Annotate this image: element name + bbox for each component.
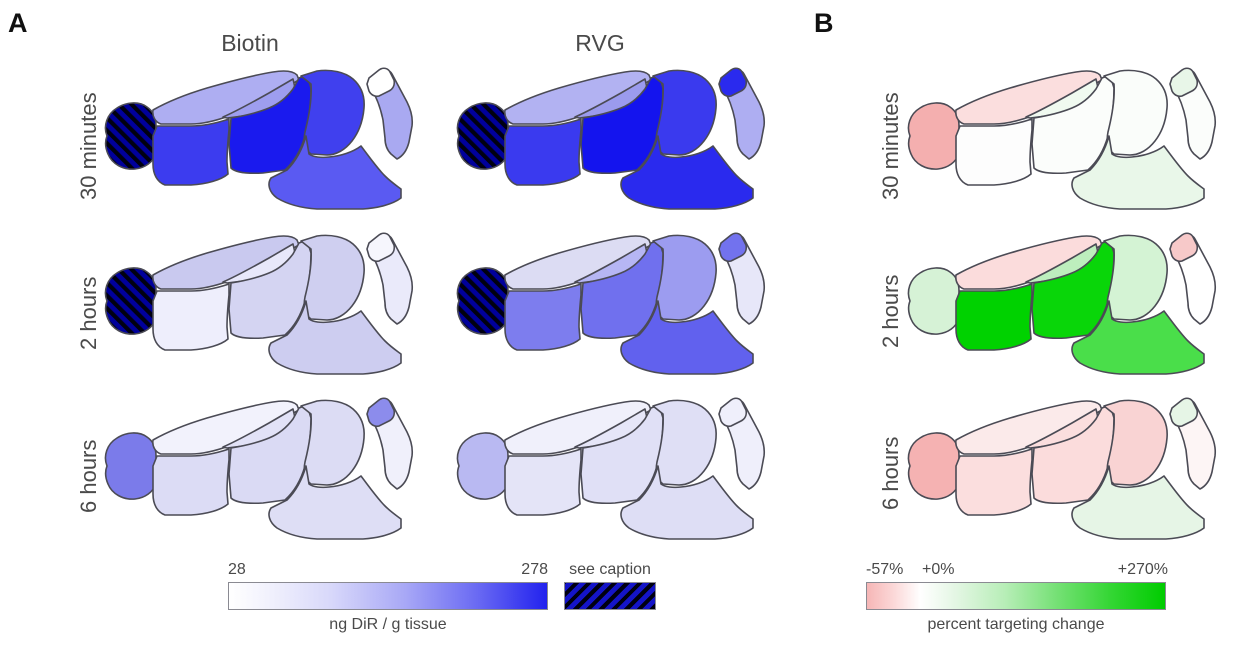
brain-diagram-change-6-hours	[898, 388, 1218, 553]
region-cerebellum	[301, 235, 364, 320]
colorbar-b-min-label: -57%	[866, 561, 904, 578]
brain-diagram-biotin-6-hours	[95, 388, 415, 553]
region-striatum	[153, 284, 229, 350]
brain-diagram-change-30-minutes	[898, 58, 1218, 223]
region-striatum	[505, 119, 581, 185]
colorbar-b-gradient	[866, 582, 1166, 610]
colorbar-a-ticks: 28 278	[228, 562, 548, 582]
colorbar-b-ticks: -57% +0% +270%	[866, 562, 1168, 582]
colorbar-a-caption: ng DiR / g tissue	[329, 616, 447, 633]
region-olfactory-bulb	[105, 268, 156, 334]
region-spinal-cord-tip	[367, 398, 394, 426]
brain-diagram-biotin-30-minutes	[95, 58, 415, 223]
hatch-swatch-label: see caption	[569, 561, 651, 578]
colorbar-b-max-label: +270%	[1117, 561, 1168, 578]
region-striatum	[956, 119, 1032, 185]
brain-diagram-rvg-6-hours	[447, 388, 767, 553]
region-striatum	[505, 449, 581, 515]
region-cerebellum	[1104, 400, 1167, 485]
region-brainstem	[1072, 466, 1204, 539]
region-olfactory-bulb	[105, 433, 156, 499]
region-spinal-cord-tip	[1170, 398, 1197, 426]
brain-diagram-change-2-hours	[898, 223, 1218, 388]
colorbar-b-caption: percent targeting change	[927, 616, 1105, 633]
region-brainstem	[1072, 136, 1204, 209]
region-striatum	[153, 449, 229, 515]
region-brainstem	[269, 301, 401, 374]
region-spinal-cord-tip	[1170, 233, 1197, 261]
region-spinal-cord-tip	[719, 233, 746, 261]
region-olfactory-bulb	[105, 103, 156, 169]
region-olfactory-bulb	[908, 433, 959, 499]
region-cerebellum	[653, 235, 716, 320]
region-cerebellum	[1104, 235, 1167, 320]
brain-diagram-rvg-30-minutes	[447, 58, 767, 223]
region-brainstem	[269, 136, 401, 209]
region-cerebellum	[653, 400, 716, 485]
region-cerebellum	[653, 70, 716, 155]
region-cerebellum	[301, 400, 364, 485]
region-olfactory-bulb	[908, 268, 959, 334]
region-brainstem	[621, 136, 753, 209]
colorbar-block-a: 28 278 ng DiR / g tissue	[228, 562, 548, 634]
region-striatum	[505, 284, 581, 350]
region-cerebellum	[301, 70, 364, 155]
legend-panel-a: 28 278 ng DiR / g tissue see caption	[228, 562, 670, 634]
region-olfactory-bulb	[457, 103, 508, 169]
brain-diagram-biotin-2-hours	[95, 223, 415, 388]
column-header-rvg: RVG	[575, 30, 625, 56]
region-olfactory-bulb	[457, 268, 508, 334]
colorbar-a-max-label: 278	[521, 561, 548, 578]
column-header-biotin: Biotin	[221, 30, 279, 56]
region-spinal-cord-tip	[1170, 68, 1197, 96]
region-spinal-cord-tip	[719, 68, 746, 96]
brain-diagram-rvg-2-hours	[447, 223, 767, 388]
region-spinal-cord-tip	[367, 68, 394, 96]
region-striatum	[153, 119, 229, 185]
region-striatum	[956, 284, 1032, 350]
region-spinal-cord-tip	[367, 233, 394, 261]
hatch-swatch-block: see caption	[564, 562, 656, 610]
region-olfactory-bulb	[457, 433, 508, 499]
hatch-swatch-icon	[564, 582, 656, 610]
region-striatum	[956, 449, 1032, 515]
region-cerebellum	[1104, 70, 1167, 155]
region-brainstem	[269, 466, 401, 539]
colorbar-a-min-label: 28	[228, 561, 246, 578]
colorbar-a-gradient	[228, 582, 548, 610]
panel-b-letter: B	[814, 8, 834, 38]
region-spinal-cord-tip	[719, 398, 746, 426]
colorbar-b-zero-label: +0%	[922, 561, 955, 578]
region-brainstem	[1072, 301, 1204, 374]
legend-panel-b: -57% +0% +270% percent targeting change	[866, 562, 1168, 634]
region-brainstem	[621, 466, 753, 539]
region-olfactory-bulb	[908, 103, 959, 169]
region-brainstem	[621, 301, 753, 374]
panel-a-letter: A	[8, 8, 28, 38]
